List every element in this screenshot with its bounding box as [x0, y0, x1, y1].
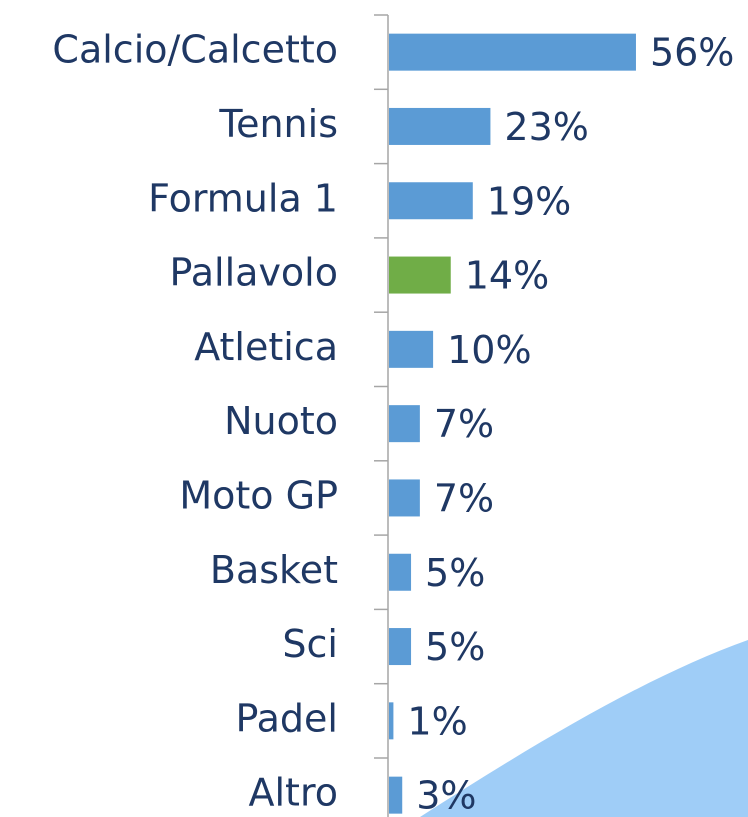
value-label: 1% [407, 699, 467, 743]
value-label: 56% [650, 31, 734, 75]
category-label: Formula 1 [148, 176, 338, 220]
bar [389, 553, 412, 591]
category-label: Atletica [194, 325, 338, 369]
value-label: 10% [447, 328, 531, 372]
decoration [420, 640, 748, 817]
bar [389, 33, 636, 71]
category-label: Pallavolo [170, 251, 338, 295]
bar [389, 702, 394, 740]
value-label: 19% [487, 179, 571, 223]
value-label: 5% [425, 625, 485, 669]
bar [389, 330, 434, 368]
bar [389, 107, 491, 145]
value-label: 7% [434, 402, 494, 446]
value-label: 23% [504, 105, 588, 149]
bar [389, 776, 403, 814]
bar [389, 628, 412, 666]
value-label: 5% [425, 551, 485, 595]
category-label: Nuoto [224, 399, 338, 443]
category-label: Altro [249, 771, 339, 815]
category-label: Sci [282, 622, 338, 666]
category-label: Padel [235, 696, 338, 740]
category-label: Moto GP [179, 473, 338, 517]
category-label: Basket [210, 548, 338, 592]
bar [389, 182, 473, 220]
bar [389, 256, 451, 294]
value-label: 7% [434, 476, 494, 520]
value-label: 14% [465, 254, 549, 298]
category-label: Calcio/Calcetto [52, 28, 338, 72]
value-label: 3% [416, 774, 476, 817]
category-label: Tennis [218, 102, 338, 146]
bar [389, 479, 420, 517]
bar [389, 405, 420, 443]
